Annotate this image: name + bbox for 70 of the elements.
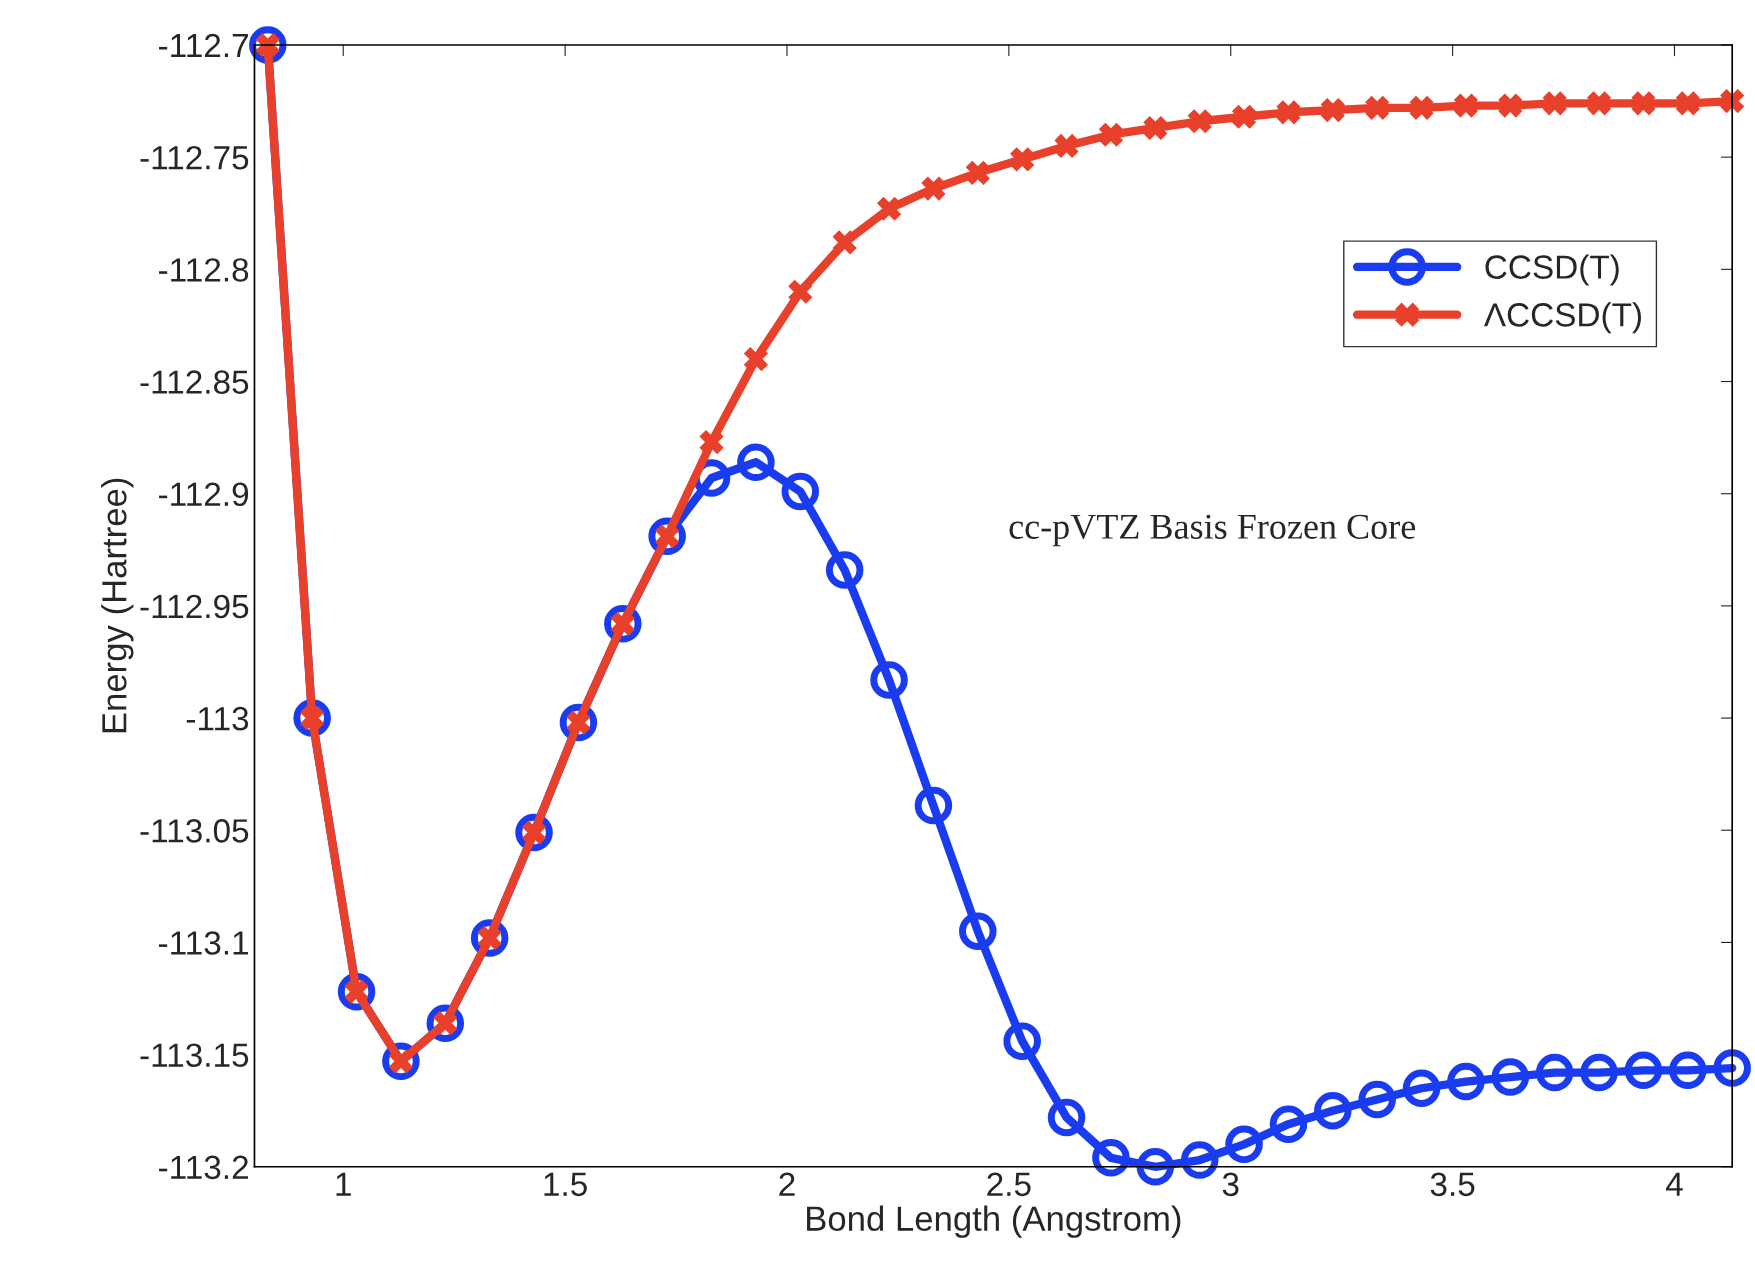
point — [1320, 98, 1345, 122]
y-tick-label: -112.7 — [159, 33, 248, 58]
point — [1003, 1022, 1041, 1060]
point — [1587, 91, 1611, 116]
y-tick-label: -112.9 — [159, 482, 249, 507]
point — [1409, 95, 1434, 120]
point — [1402, 1069, 1441, 1107]
y-tick-label: -112.85 — [140, 370, 249, 394]
y-tick-label: -112.75 — [140, 145, 249, 170]
y-axis-title: Energy (Hartree) — [101, 478, 134, 733]
point — [870, 661, 908, 699]
point — [1498, 93, 1523, 118]
point — [1454, 93, 1478, 118]
legend-label: CCSD(T) — [1485, 254, 1619, 286]
x-tick-label: 4 — [1665, 1172, 1683, 1196]
point — [1491, 1058, 1530, 1096]
point — [781, 472, 820, 511]
point — [1010, 147, 1034, 172]
point — [1365, 95, 1389, 120]
point — [1054, 134, 1079, 158]
point — [1713, 1049, 1751, 1087]
x-tick-label: 1 — [336, 1172, 351, 1196]
point — [1631, 91, 1656, 116]
point — [1669, 1051, 1707, 1090]
point — [1047, 1098, 1086, 1137]
point — [1580, 1053, 1618, 1092]
point — [832, 230, 857, 255]
point — [921, 176, 946, 201]
point — [1624, 1051, 1663, 1090]
point — [1535, 1053, 1574, 1092]
point — [959, 912, 997, 950]
point — [1225, 1125, 1263, 1164]
y-tick-label: -113.15 — [140, 1043, 249, 1068]
point — [877, 196, 901, 221]
point — [914, 786, 953, 825]
y-tick-label: -113 — [186, 706, 249, 731]
point — [965, 161, 990, 185]
point — [699, 430, 724, 454]
point — [1099, 122, 1123, 147]
point — [737, 443, 775, 482]
point — [1143, 116, 1168, 140]
point — [1447, 1062, 1485, 1101]
point — [1180, 1141, 1219, 1179]
point — [1269, 1105, 1308, 1143]
point — [1232, 104, 1256, 129]
legend-label: ΛCCSD(T) — [1483, 302, 1642, 334]
point — [1542, 91, 1567, 116]
y-tick-label: -112.95 — [140, 594, 249, 619]
y-tick-label: -113.2 — [159, 1155, 248, 1180]
point — [1092, 1139, 1130, 1177]
x-tick-label: 3 — [1222, 1172, 1239, 1197]
point — [1720, 89, 1744, 113]
point — [1136, 1148, 1175, 1186]
point — [1187, 109, 1212, 134]
x-axis-title: Bond Length (Angstrom) — [807, 1205, 1181, 1238]
point — [1358, 1080, 1396, 1119]
y-tick-label: -113.05 — [140, 819, 249, 843]
x-tick-label: 3.5 — [1430, 1172, 1475, 1197]
point — [1314, 1091, 1352, 1130]
point — [788, 279, 813, 304]
x-tick-label: 2.5 — [987, 1172, 1031, 1197]
x-tick-label: 1.5 — [544, 1172, 587, 1197]
point — [744, 347, 768, 371]
point — [1276, 100, 1301, 125]
y-tick-label: -112.8 — [159, 258, 249, 282]
annotation: cc-pVTZ Basis Frozen Core — [1009, 514, 1415, 547]
point — [825, 551, 864, 589]
y-tick-label: -113.1 — [159, 931, 248, 955]
x-tick-label: 2 — [779, 1172, 795, 1196]
point — [1675, 91, 1700, 116]
